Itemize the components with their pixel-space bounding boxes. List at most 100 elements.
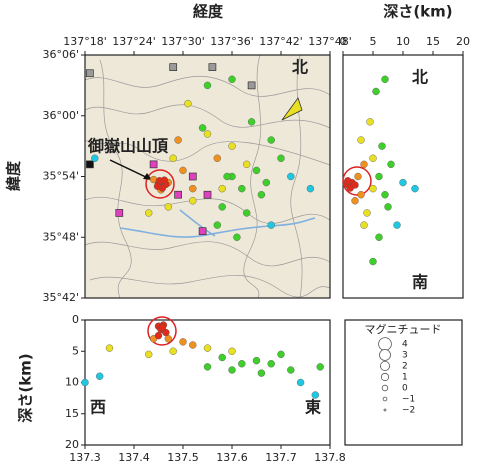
- y-tick-label: 20: [65, 438, 79, 451]
- quake: [369, 257, 377, 266]
- x-tick-label: 15: [426, 35, 440, 48]
- quake: [218, 353, 226, 362]
- station: [188, 172, 197, 181]
- x-tick-label: 137°18': [63, 35, 107, 48]
- river: [119, 217, 316, 238]
- legend-circle: [379, 360, 390, 371]
- station: [203, 190, 212, 199]
- quake: [144, 209, 153, 217]
- quake: [203, 130, 212, 138]
- quake: [228, 366, 236, 374]
- quake: [95, 372, 104, 380]
- quake: [366, 118, 374, 126]
- river: [179, 209, 216, 237]
- quake: [357, 191, 365, 199]
- quake: [154, 331, 163, 340]
- y-tick-label: 35°48': [42, 230, 79, 243]
- x-tick-label: 137°24': [112, 35, 156, 48]
- quake: [277, 154, 285, 162]
- quake: [164, 335, 173, 343]
- legend-label: −1: [402, 395, 415, 405]
- quake: [252, 166, 261, 175]
- quake: [144, 350, 153, 359]
- station: [86, 69, 94, 78]
- quake: [242, 160, 251, 169]
- station: [149, 160, 158, 169]
- legend-circle: [382, 396, 388, 402]
- quake: [363, 209, 371, 217]
- x-axis-label: 深さ(km): [383, 3, 452, 21]
- quake: [213, 154, 222, 162]
- x-tick-label: 137.6: [216, 451, 248, 464]
- annotation: 西: [90, 398, 106, 417]
- x-tick-label: 10: [396, 35, 410, 48]
- x-tick-label: 137.4: [118, 451, 150, 464]
- legend-label: 1: [402, 373, 408, 383]
- quake: [228, 142, 236, 150]
- quake: [203, 81, 212, 90]
- quake: [105, 344, 114, 352]
- legend-label: 2: [402, 362, 408, 372]
- quake: [189, 197, 197, 205]
- quake: [179, 166, 187, 175]
- quake: [344, 177, 352, 185]
- legend-label: 3: [402, 351, 408, 361]
- quake: [218, 203, 226, 211]
- quake: [381, 191, 389, 199]
- station: [169, 63, 178, 72]
- legend-circle: [379, 349, 391, 361]
- quake: [381, 75, 389, 84]
- quake: [228, 75, 236, 84]
- quake: [360, 221, 368, 229]
- y-tick-label: 35°54': [42, 170, 79, 183]
- quake: [257, 369, 266, 377]
- quake: [375, 172, 383, 181]
- legend-label: −2: [402, 406, 415, 416]
- quake: [203, 363, 212, 371]
- quake: [351, 181, 359, 189]
- legend-circle: [380, 372, 390, 382]
- x-tick-label: 137.5: [167, 451, 199, 464]
- quake: [267, 136, 275, 144]
- y-tick-label: 0: [72, 313, 79, 326]
- quake: [375, 233, 383, 241]
- annotation: 御嶽山山頂: [87, 137, 169, 156]
- station: [174, 190, 182, 199]
- quake: [384, 203, 392, 211]
- quake: [228, 347, 236, 355]
- quake: [411, 184, 419, 193]
- quake: [267, 221, 275, 229]
- quake: [184, 99, 192, 108]
- quake: [153, 182, 162, 190]
- quake: [378, 142, 386, 150]
- y-tick-label: 15: [65, 407, 79, 420]
- arrow-head: [143, 173, 152, 180]
- quake: [247, 118, 256, 126]
- quake: [169, 347, 177, 355]
- y-tick-label: 36°06': [42, 48, 79, 61]
- quake: [213, 221, 222, 229]
- quake: [287, 366, 295, 374]
- quake: [169, 154, 177, 162]
- station: [208, 63, 217, 72]
- quake: [360, 160, 368, 169]
- legend-label: 4: [402, 340, 408, 350]
- ew-frame: [84, 319, 331, 446]
- quake: [174, 136, 182, 144]
- quake: [189, 341, 197, 349]
- quake: [393, 221, 401, 229]
- summit-circle: [145, 169, 175, 199]
- quake: [387, 160, 395, 169]
- north-arrow: [281, 97, 303, 121]
- station: [247, 81, 256, 90]
- annotation: 南: [412, 273, 428, 292]
- quake: [218, 184, 226, 193]
- y-tick-label: 5: [72, 344, 79, 357]
- y-tick-label: 36°00': [42, 109, 79, 122]
- quake: [351, 197, 359, 205]
- quake: [223, 172, 231, 181]
- quake: [306, 184, 315, 193]
- quake: [91, 154, 99, 162]
- quake: [238, 360, 246, 368]
